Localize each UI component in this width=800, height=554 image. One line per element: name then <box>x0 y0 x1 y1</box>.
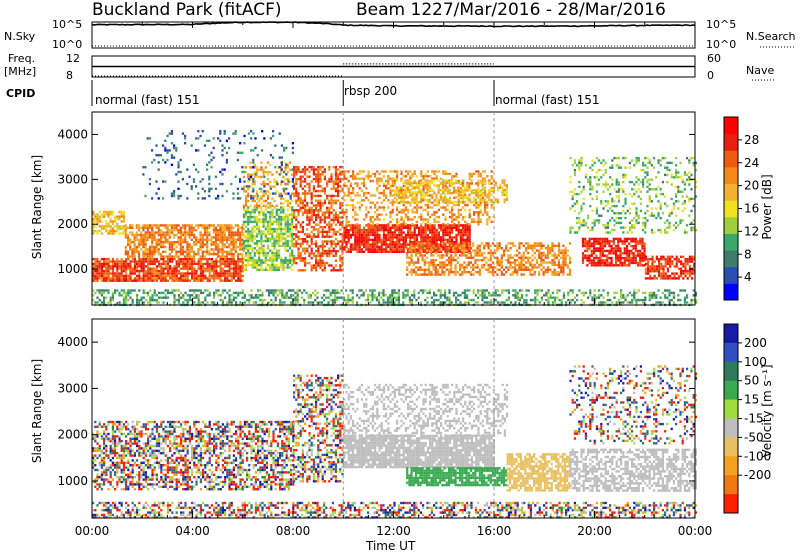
colorbar-swatch <box>724 380 738 401</box>
y-tick-label: 1000 <box>57 474 88 488</box>
power-region-8 <box>393 179 508 204</box>
colorbar-tick-label: 28 <box>744 133 759 147</box>
x-tick-label: 04:00 <box>175 524 210 538</box>
nsearch-label: N.Search <box>746 30 796 43</box>
nave-label: Nave <box>746 64 775 77</box>
colorbar-tick-label: 50 <box>744 374 759 388</box>
colorbar-swatch <box>724 216 738 234</box>
power-region-7 <box>343 170 495 226</box>
noise-left-tick-top: 10^5 <box>52 18 83 31</box>
noise-left-tick-bottom: 10^0 <box>52 38 83 51</box>
date-range: 27/Mar/2016 - 28/Mar/2016 <box>432 0 666 20</box>
xaxis-label: Time UT <box>366 539 416 553</box>
power-region-12 <box>644 255 696 280</box>
colorbar-tick-label: 20 <box>744 179 759 193</box>
freq-right-tick-top: 60 <box>707 52 721 65</box>
x-tick-label: 00:00 <box>678 524 713 538</box>
velocity-region-6 <box>569 448 697 492</box>
velocity-region-1 <box>293 374 344 483</box>
colorbar-swatch <box>724 250 738 268</box>
y-tick-label: 2000 <box>57 217 88 231</box>
power-region-2 <box>124 224 244 258</box>
power-region-9 <box>406 242 572 276</box>
noise-right-tick-top: 10^5 <box>706 18 737 31</box>
power-region-0 <box>92 257 244 282</box>
power-region-1 <box>92 210 125 235</box>
velocity-region-3 <box>343 383 509 437</box>
colorbar-tick-label: 8 <box>744 247 752 261</box>
colorbar-tick-label: 100 <box>744 355 767 369</box>
power-region-5 <box>293 165 344 272</box>
colorbar-tick-label: -15 <box>744 412 764 426</box>
x-tick-label: 12:00 <box>376 524 411 538</box>
x-tick-label: 08:00 <box>276 524 311 538</box>
velocity-region-7 <box>569 365 697 445</box>
colorbar-tick-label: -100 <box>744 449 771 463</box>
x-tick-label: 00:00 <box>75 524 110 538</box>
colorbar-swatch <box>724 266 738 284</box>
power-region-4 <box>242 161 294 207</box>
y-tick-label: 4000 <box>57 335 88 349</box>
y-tick-label: 1000 <box>57 262 88 276</box>
velocity-region-4 <box>406 467 508 487</box>
cpid-segment-1: normal (fast) 151 <box>95 93 200 107</box>
colorbar-swatch <box>724 361 738 382</box>
colorbar-swatch <box>724 399 738 419</box>
colorbar-swatch <box>724 200 738 218</box>
velocity-region-5 <box>506 453 571 492</box>
plot-title: Buckland Park (fitACF) <box>92 0 282 20</box>
noise-right-tick-bottom: 10^0 <box>706 38 737 51</box>
colorbar-swatch <box>724 117 738 135</box>
colorbar-tick-label: 24 <box>744 156 759 170</box>
velocity-region-2 <box>343 434 495 469</box>
freq-left-tick-top: 12 <box>66 52 80 65</box>
power-region-3 <box>242 206 294 272</box>
freq-right-tick-bottom: 0 <box>707 69 714 82</box>
colorbar-tick-label: 4 <box>744 270 752 284</box>
freq-unit-label: [MHz] <box>4 65 37 78</box>
y-tick-label: 3000 <box>57 381 88 395</box>
cpid-segment-2: rbsp 200 <box>344 84 398 98</box>
colorbar-swatch <box>724 418 738 438</box>
y-tick-label: 2000 <box>57 428 88 442</box>
cpid-segment-3: normal (fast) 151 <box>495 93 600 107</box>
y-tick-label: 4000 <box>57 127 88 141</box>
colorbar-swatch <box>724 437 738 457</box>
colorbar-swatch <box>724 133 738 151</box>
colorbar-tick-label: 16 <box>744 202 759 216</box>
colorbar-swatch <box>724 233 738 251</box>
colorbar-tick-label: 12 <box>744 224 759 238</box>
freq-left-tick-bottom: 8 <box>66 69 73 82</box>
colorbar-tick-label: -50 <box>744 430 764 444</box>
colorbar-swatch <box>724 150 738 168</box>
colorbar-swatch <box>724 166 738 185</box>
velocity-region-0 <box>92 420 295 491</box>
power-region-13 <box>92 289 697 307</box>
colorbar-swatch <box>724 475 738 495</box>
power-region-10 <box>581 237 646 267</box>
y-tick-label: 3000 <box>57 172 88 186</box>
colorbar-swatch <box>724 342 738 363</box>
x-tick-label: 16:00 <box>477 524 512 538</box>
colorbar-tick-label: -200 <box>744 468 771 482</box>
velocity-region-8 <box>92 501 697 519</box>
freq-label: Freq. <box>8 52 36 65</box>
colorbar-swatch <box>724 494 738 514</box>
colorbar-swatch <box>724 456 738 476</box>
nsky-label: N.Sky <box>4 30 36 43</box>
power-region-11 <box>569 156 697 234</box>
power-region-14 <box>142 130 294 200</box>
cpid-label: CPID <box>6 87 36 100</box>
x-tick-label: 20:00 <box>577 524 612 538</box>
colorbar-tick-label: 15 <box>744 393 759 407</box>
colorbar-swatch <box>724 283 738 301</box>
colorbar-tick-label: 200 <box>744 336 767 350</box>
colorbar-swatch <box>724 324 738 344</box>
beam-label: Beam 12 <box>356 0 433 20</box>
colorbar-swatch <box>724 183 738 201</box>
